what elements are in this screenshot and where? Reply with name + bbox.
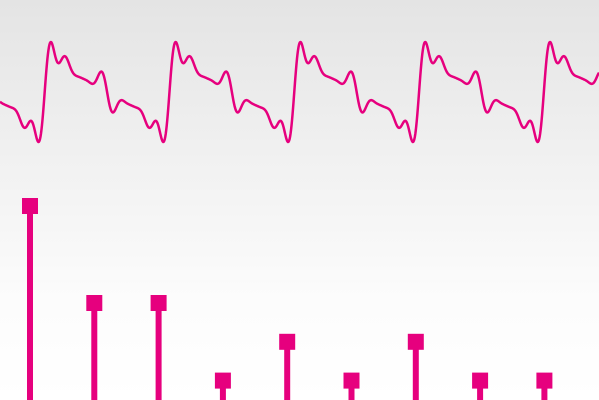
spectrum-panel (22, 198, 553, 400)
spectrum-marker-5 (279, 333, 296, 350)
waveform-line (0, 40, 599, 144)
spectrum-marker-9 (536, 372, 553, 389)
spectrum-marker-7 (407, 333, 424, 350)
waveform-panel (0, 40, 599, 144)
spectrum-marker-8 (472, 372, 489, 389)
spectrum-marker-2 (86, 295, 103, 311)
spectrum-marker-3 (150, 295, 167, 311)
spectrum-marker-4 (214, 372, 231, 389)
spectrum-marker-6 (343, 372, 360, 389)
spectrum-marker-1 (22, 198, 38, 214)
